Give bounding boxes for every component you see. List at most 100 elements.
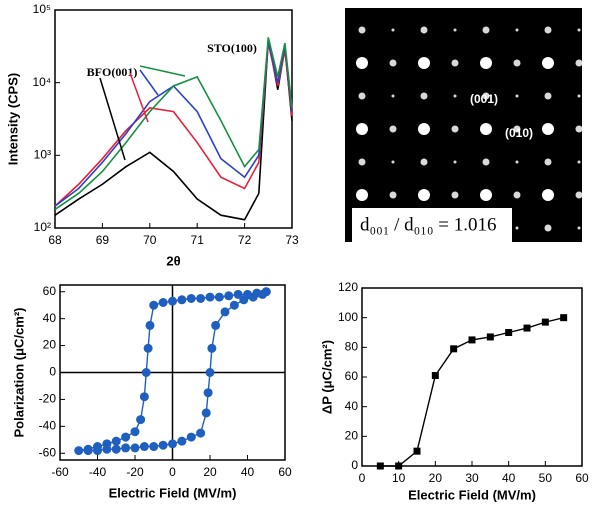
x-tick-label: -20 <box>126 465 144 479</box>
y-tick-label: 10⁴ <box>32 75 51 89</box>
marker <box>201 408 211 418</box>
spot <box>542 189 554 201</box>
marker <box>233 289 243 299</box>
marker <box>541 318 549 326</box>
spot <box>451 191 459 199</box>
spot <box>575 59 583 67</box>
x-tick-label: 40 <box>502 471 516 485</box>
x-tick-label: 71 <box>191 233 205 247</box>
y-tick-label: 100 <box>338 310 358 324</box>
x-tick-label: 72 <box>238 233 252 247</box>
marker <box>141 368 151 377</box>
spot <box>482 92 490 100</box>
ratio-box <box>352 208 512 242</box>
spot <box>513 191 521 199</box>
marker <box>505 329 513 336</box>
marker <box>560 314 568 322</box>
marker <box>486 333 494 341</box>
marker <box>136 415 146 425</box>
annotation-arrow <box>139 69 159 96</box>
marker <box>158 440 168 450</box>
spot <box>515 94 519 98</box>
y-tick-label: 20 <box>345 429 359 443</box>
x-tick-label: -40 <box>89 465 107 479</box>
marker <box>130 427 140 437</box>
marker <box>261 287 271 297</box>
marker <box>229 300 239 310</box>
marker <box>139 442 149 452</box>
spot <box>420 26 428 34</box>
x-tick-label: 73 <box>285 233 299 247</box>
spot <box>513 59 521 67</box>
marker <box>220 307 230 317</box>
marker <box>145 320 155 330</box>
spot <box>418 57 430 69</box>
spot <box>575 191 583 199</box>
marker <box>468 336 476 344</box>
y-tick-label: 60 <box>345 369 359 383</box>
spot <box>513 125 521 133</box>
y-axis-label: ΔP (μC/cm²) <box>319 340 334 414</box>
marker <box>196 293 206 303</box>
y-tick-label: 20 <box>43 338 57 352</box>
spot <box>482 158 490 166</box>
spot <box>356 189 368 201</box>
marker <box>158 298 168 307</box>
spot <box>451 59 459 67</box>
spot <box>515 160 519 164</box>
marker <box>130 443 140 453</box>
series-line <box>54 37 293 211</box>
spot <box>453 28 457 32</box>
marker <box>431 372 439 380</box>
marker <box>74 446 84 456</box>
spot <box>544 26 552 34</box>
marker <box>376 462 384 470</box>
y-tick-label: 0 <box>351 458 358 472</box>
y-tick-label: -60 <box>39 445 57 459</box>
ratio-text: d₀₀₁ / d₀₁₀ = 1.016 <box>360 214 497 235</box>
spot <box>575 125 583 133</box>
spot <box>544 224 552 232</box>
spot <box>358 26 366 34</box>
spot <box>391 94 395 98</box>
annotation-arrow <box>129 72 149 123</box>
y-axis-label: Intensity (CPS) <box>5 73 20 165</box>
marker <box>205 368 215 377</box>
marker <box>224 291 234 301</box>
marker <box>102 444 112 454</box>
marker <box>177 295 187 305</box>
marker <box>186 293 196 303</box>
x-tick-label: 69 <box>96 233 110 247</box>
spot <box>577 160 581 164</box>
y-tick-label: 10³ <box>34 148 51 162</box>
spot <box>418 189 430 201</box>
x-tick-label: -60 <box>51 465 69 479</box>
spot <box>480 57 492 69</box>
x-tick-label: 40 <box>241 465 255 479</box>
spot <box>577 226 581 230</box>
marker <box>83 446 93 456</box>
y-tick-label: 10⁵ <box>33 2 51 16</box>
x-axis-label: 2θ <box>166 253 180 268</box>
series-line <box>54 40 293 207</box>
y-axis-label: Polarization (μC/cm²) <box>11 307 26 437</box>
annotation-arrow <box>99 77 126 161</box>
marker <box>248 292 258 302</box>
diffraction-image <box>345 8 582 242</box>
x-tick-label: 20 <box>203 465 217 479</box>
y-tick-label: 40 <box>345 399 359 413</box>
spot <box>542 57 554 69</box>
spot <box>391 28 395 32</box>
y-tick-label: -40 <box>39 419 57 433</box>
spot <box>391 160 395 164</box>
spot <box>451 125 459 133</box>
marker <box>168 439 177 449</box>
spot <box>453 160 457 164</box>
marker <box>203 388 213 398</box>
marker <box>149 442 159 452</box>
spot <box>480 189 492 201</box>
spot <box>389 191 397 199</box>
marker <box>523 324 531 332</box>
spot <box>542 123 554 135</box>
marker <box>207 343 217 353</box>
